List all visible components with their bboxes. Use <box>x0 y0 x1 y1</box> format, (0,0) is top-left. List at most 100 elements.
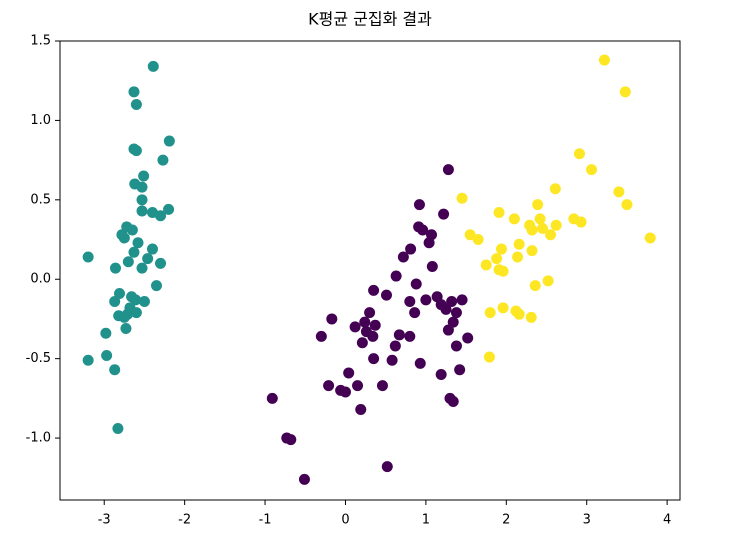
scatter-point <box>120 322 132 334</box>
scatter-point <box>130 99 142 111</box>
scatter-point <box>405 243 417 255</box>
y-tick-label: 1.5 <box>30 34 51 49</box>
scatter-point <box>497 265 509 277</box>
scatter-point <box>136 181 148 193</box>
scatter-point <box>163 203 175 215</box>
scatter-point <box>413 199 425 211</box>
x-tick-label: 0 <box>341 513 349 528</box>
scatter-point <box>404 330 416 342</box>
scatter-point <box>122 256 134 268</box>
scatter-point <box>442 324 454 336</box>
scatter-point <box>464 229 476 241</box>
scatter-point <box>326 313 338 325</box>
scatter-point <box>100 327 112 339</box>
scatter-point <box>386 354 398 366</box>
scatter-point <box>529 280 541 292</box>
scatter-point <box>132 237 144 249</box>
scatter-point <box>349 321 361 333</box>
scatter-point <box>450 307 462 319</box>
scatter-point <box>118 232 130 244</box>
scatter-point <box>390 270 402 282</box>
scatter-point <box>128 86 140 98</box>
scatter-point <box>472 234 484 246</box>
scatter-point <box>442 164 454 176</box>
scatter-point <box>575 216 587 228</box>
y-tick-label: 0.5 <box>30 192 51 207</box>
y-tick-label: -1.0 <box>26 431 51 446</box>
scatter-point <box>315 330 327 342</box>
plot-frame <box>59 40 681 501</box>
scatter-point <box>130 294 142 306</box>
scatter-point <box>497 302 509 314</box>
scatter-point <box>550 219 562 231</box>
scatter-point <box>493 207 505 219</box>
scatter-point <box>525 311 537 323</box>
scatter-point <box>285 434 297 446</box>
scatter-point <box>369 319 381 331</box>
scatter-point <box>542 275 554 287</box>
scatter-point <box>142 253 154 265</box>
scatter-point <box>586 164 598 176</box>
scatter-point <box>393 329 405 341</box>
scatter-point <box>613 186 625 198</box>
scatter-point <box>339 386 351 398</box>
scatter-point <box>381 461 393 473</box>
scatter-point <box>109 262 121 274</box>
scatter-point <box>323 380 335 392</box>
scatter-point <box>266 392 278 404</box>
scatter-point <box>122 308 134 320</box>
scatter-point <box>356 337 368 349</box>
scatter-point <box>367 330 379 342</box>
scatter-point <box>450 340 462 352</box>
scatter-point <box>440 303 452 315</box>
scatter-point <box>480 259 492 271</box>
scatter-point <box>355 403 367 415</box>
scatter-point <box>359 316 371 328</box>
scatter-point <box>414 357 426 369</box>
scatter-point <box>491 253 503 265</box>
scatter-point <box>420 294 432 306</box>
chart-title: K평균 군집화 결과 <box>308 10 432 29</box>
scatter-point <box>456 192 468 204</box>
y-tick-label: 0.0 <box>30 272 51 287</box>
scatter-point <box>380 289 392 301</box>
scatter-point <box>526 245 538 257</box>
scatter-point <box>462 332 474 344</box>
scatter-point <box>573 148 585 160</box>
scatter-point <box>136 194 148 206</box>
scatter-point <box>109 295 121 307</box>
scatter-point <box>368 353 380 365</box>
scatter-point <box>435 369 447 381</box>
scatter-point <box>426 261 438 273</box>
scatter-point <box>155 210 167 222</box>
scatter-point <box>298 473 310 485</box>
scatter-point <box>163 135 175 147</box>
x-tick-label: 1 <box>422 513 430 528</box>
scatter-point <box>508 213 520 225</box>
scatter-point <box>644 232 656 244</box>
scatter-point <box>136 262 148 274</box>
scatter-point <box>417 224 429 236</box>
scatter-point <box>404 295 416 307</box>
scatter-point <box>130 307 142 319</box>
scatter-point <box>376 380 388 392</box>
scatter-point <box>409 307 421 319</box>
x-tick-label: -1 <box>259 513 272 528</box>
scatter-point <box>447 396 459 408</box>
x-tick-label: -2 <box>178 513 191 528</box>
scatter-point <box>128 246 140 258</box>
scatter-point <box>101 349 113 361</box>
scatter-point <box>352 380 364 392</box>
scatter-point <box>368 284 380 296</box>
scatter-point <box>483 351 495 363</box>
scatter-point <box>150 280 162 292</box>
scatter-point <box>545 229 557 241</box>
scatter-point <box>343 367 355 379</box>
scatter-point <box>126 224 138 236</box>
scatter-point <box>598 54 610 66</box>
x-tick-label: 2 <box>502 513 510 528</box>
scatter-point <box>155 257 167 269</box>
scatter-point <box>157 154 169 166</box>
scatter-point <box>147 60 159 72</box>
